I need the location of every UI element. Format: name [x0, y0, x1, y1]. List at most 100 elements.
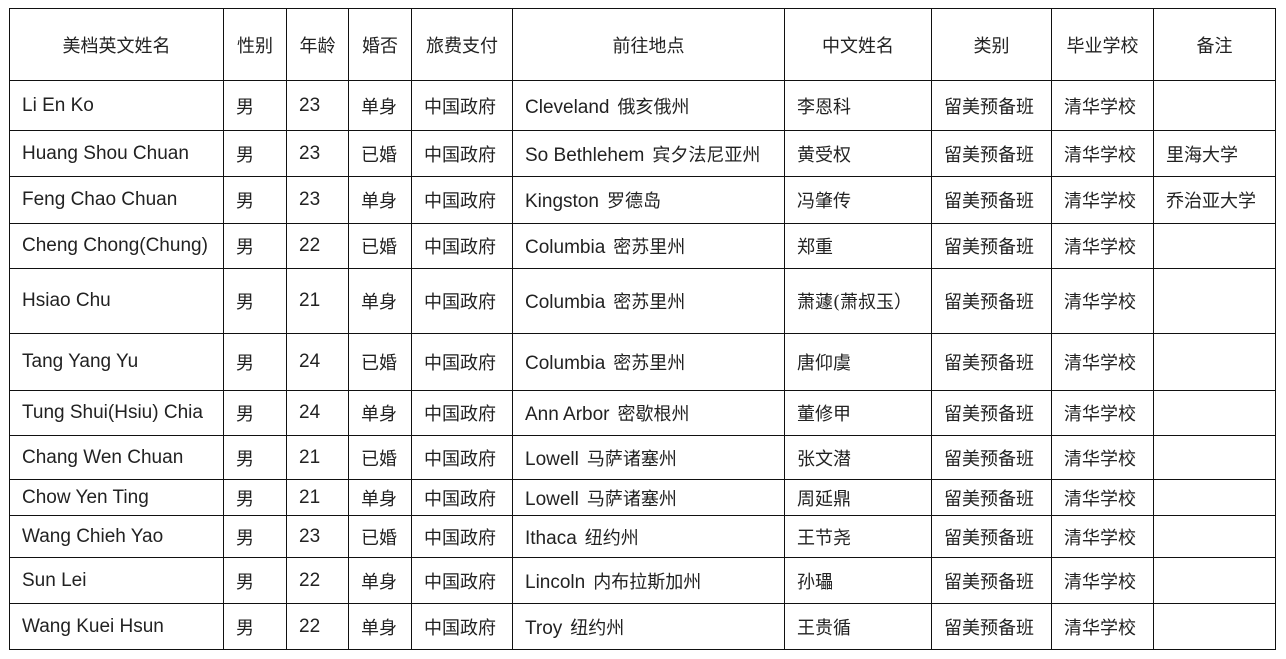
cell-note [1153, 515, 1276, 558]
cell-category: 留美预备班 [931, 557, 1052, 604]
cell-en-name: Chow Yen Ting [9, 479, 224, 516]
header-gender: 性别 [223, 8, 287, 81]
header-note: 备注 [1153, 8, 1276, 81]
header-age: 年龄 [286, 8, 349, 81]
place-en: Cleveland [525, 96, 610, 118]
cell-payer: 中国政府 [411, 268, 513, 334]
table-row: Chow Yen Ting 男 21 单身 中国政府 Lowell 马萨诸塞州 周延鼎 留美预备… [9, 479, 1276, 516]
cell-place: Cleveland 俄亥俄州 [512, 80, 785, 131]
cell-place: Troy 纽约州 [512, 603, 785, 650]
cell-school: 清华学校 [1051, 333, 1154, 391]
cell-en-name: Feng Chao Chuan [9, 176, 224, 224]
cell-note: 里海大学 [1153, 130, 1276, 177]
cell-cn-name: 张文潜 [784, 435, 932, 480]
cell-school: 清华学校 [1051, 479, 1154, 516]
cell-age: 21 [286, 435, 349, 480]
header-place: 前往地点 [512, 8, 785, 81]
cell-payer: 中国政府 [411, 333, 513, 391]
cell-place: Ann Arbor 密歇根州 [512, 390, 785, 436]
cell-payer: 中国政府 [411, 435, 513, 480]
cell-school: 清华学校 [1051, 603, 1154, 650]
place-cn: 马萨诸塞州 [586, 448, 677, 470]
cell-cn-name: 李恩科 [784, 80, 932, 131]
cell-gender: 男 [223, 80, 287, 131]
cell-place: Columbia 密苏里州 [512, 333, 785, 391]
cell-marital: 已婚 [348, 333, 412, 391]
place-en: Columbia [525, 353, 606, 374]
cell-category: 留美预备班 [931, 390, 1052, 436]
cell-en-name: Wang Kuei Hsun [9, 603, 224, 650]
cell-place: So Bethlehem 宾夕法尼亚州 [512, 130, 785, 177]
table-row: Tang Yang Yu 男 24 已婚 中国政府 Columbia 密苏里州 唐仰虞 留美预备… [9, 333, 1276, 391]
cell-en-name: Wang Chieh Yao [9, 515, 224, 558]
cell-gender: 男 [223, 268, 287, 334]
cell-cn-name: 孙瓃 [784, 557, 932, 604]
cell-place: Ithaca 纽约州 [512, 515, 785, 558]
table-row: Wang Kuei Hsun 男 22 单身 中国政府 Troy 纽约州 王贵循 留美预备班 清华… [9, 603, 1276, 650]
cell-payer: 中国政府 [411, 130, 513, 177]
cell-category: 留美预备班 [931, 479, 1052, 516]
cell-note: 乔治亚大学 [1153, 176, 1276, 224]
place-en: Lowell [525, 448, 579, 470]
cell-marital: 单身 [348, 603, 412, 650]
table-row: Hsiao Chu 男 21 单身 中国政府 Columbia 密苏里州 萧蘧(萧叔玉） 留美预… [9, 268, 1276, 334]
cell-marital: 已婚 [348, 223, 412, 269]
cell-cn-name: 董修甲 [784, 390, 932, 436]
cell-school: 清华学校 [1051, 390, 1154, 436]
place-cn: 罗德岛 [606, 191, 661, 212]
header-category: 类别 [931, 8, 1052, 81]
header-school: 毕业学校 [1051, 8, 1154, 81]
place-cn: 密苏里州 [613, 237, 686, 258]
table-row: Huang Shou Chuan 男 23 已婚 中国政府 So Bethlehem 宾夕法… [9, 130, 1276, 177]
cell-note [1153, 268, 1276, 334]
cell-note [1153, 557, 1276, 604]
place-en: Kingston [525, 191, 599, 212]
cell-category: 留美预备班 [931, 80, 1052, 131]
cell-payer: 中国政府 [411, 515, 513, 558]
place-en: Columbia [525, 237, 606, 258]
cell-marital: 单身 [348, 390, 412, 436]
cell-age: 21 [286, 268, 349, 334]
cell-cn-name: 郑重 [784, 223, 932, 269]
place-en: Columbia [525, 292, 606, 313]
cell-payer: 中国政府 [411, 557, 513, 604]
cell-cn-name: 王贵循 [784, 603, 932, 650]
cell-school: 清华学校 [1051, 435, 1154, 480]
cell-en-name: Chang Wen Chuan [9, 435, 224, 480]
header-row: 美档英文姓名 性别 年龄 婚否 旅费支付 前往地点 中文姓名 类别 毕业学校 备… [9, 8, 1276, 81]
cell-marital: 单身 [348, 479, 412, 516]
cell-school: 清华学校 [1051, 223, 1154, 269]
cell-marital: 已婚 [348, 435, 412, 480]
cell-place: Lincoln 内布拉斯加州 [512, 557, 785, 604]
table-row: Li En Ko 男 23 单身 中国政府 Cleveland 俄亥俄州 李恩科 留美预备班 清华… [9, 80, 1276, 131]
cell-school: 清华学校 [1051, 130, 1154, 177]
cell-place: Columbia 密苏里州 [512, 223, 785, 269]
place-cn: 纽约州 [570, 617, 625, 639]
cell-en-name: Sun Lei [9, 557, 224, 604]
place-cn: 宾夕法尼亚州 [652, 144, 761, 166]
cell-age: 23 [286, 515, 349, 558]
cell-note [1153, 603, 1276, 650]
cell-gender: 男 [223, 479, 287, 516]
cell-marital: 单身 [348, 176, 412, 224]
cell-gender: 男 [223, 130, 287, 177]
header-marital: 婚否 [348, 8, 412, 81]
table-row: Cheng Chong(Chung) 男 22 已婚 中国政府 Columbia 密苏里州 郑… [9, 223, 1276, 269]
cell-school: 清华学校 [1051, 557, 1154, 604]
cell-note [1153, 333, 1276, 391]
place-en: Ann Arbor [525, 404, 610, 425]
cell-gender: 男 [223, 176, 287, 224]
cell-category: 留美预备班 [931, 176, 1052, 224]
cell-category: 留美预备班 [931, 223, 1052, 269]
cell-note [1153, 390, 1276, 436]
cell-gender: 男 [223, 435, 287, 480]
cell-place: Kingston 罗德岛 [512, 176, 785, 224]
cell-en-name: Hsiao Chu [9, 268, 224, 334]
header-payer: 旅费支付 [411, 8, 513, 81]
place-cn: 纽约州 [584, 527, 639, 549]
cell-age: 22 [286, 557, 349, 604]
cell-age: 21 [286, 479, 349, 516]
cell-cn-name: 冯肇传 [784, 176, 932, 224]
cell-en-name: Huang Shou Chuan [9, 130, 224, 177]
cell-note [1153, 479, 1276, 516]
